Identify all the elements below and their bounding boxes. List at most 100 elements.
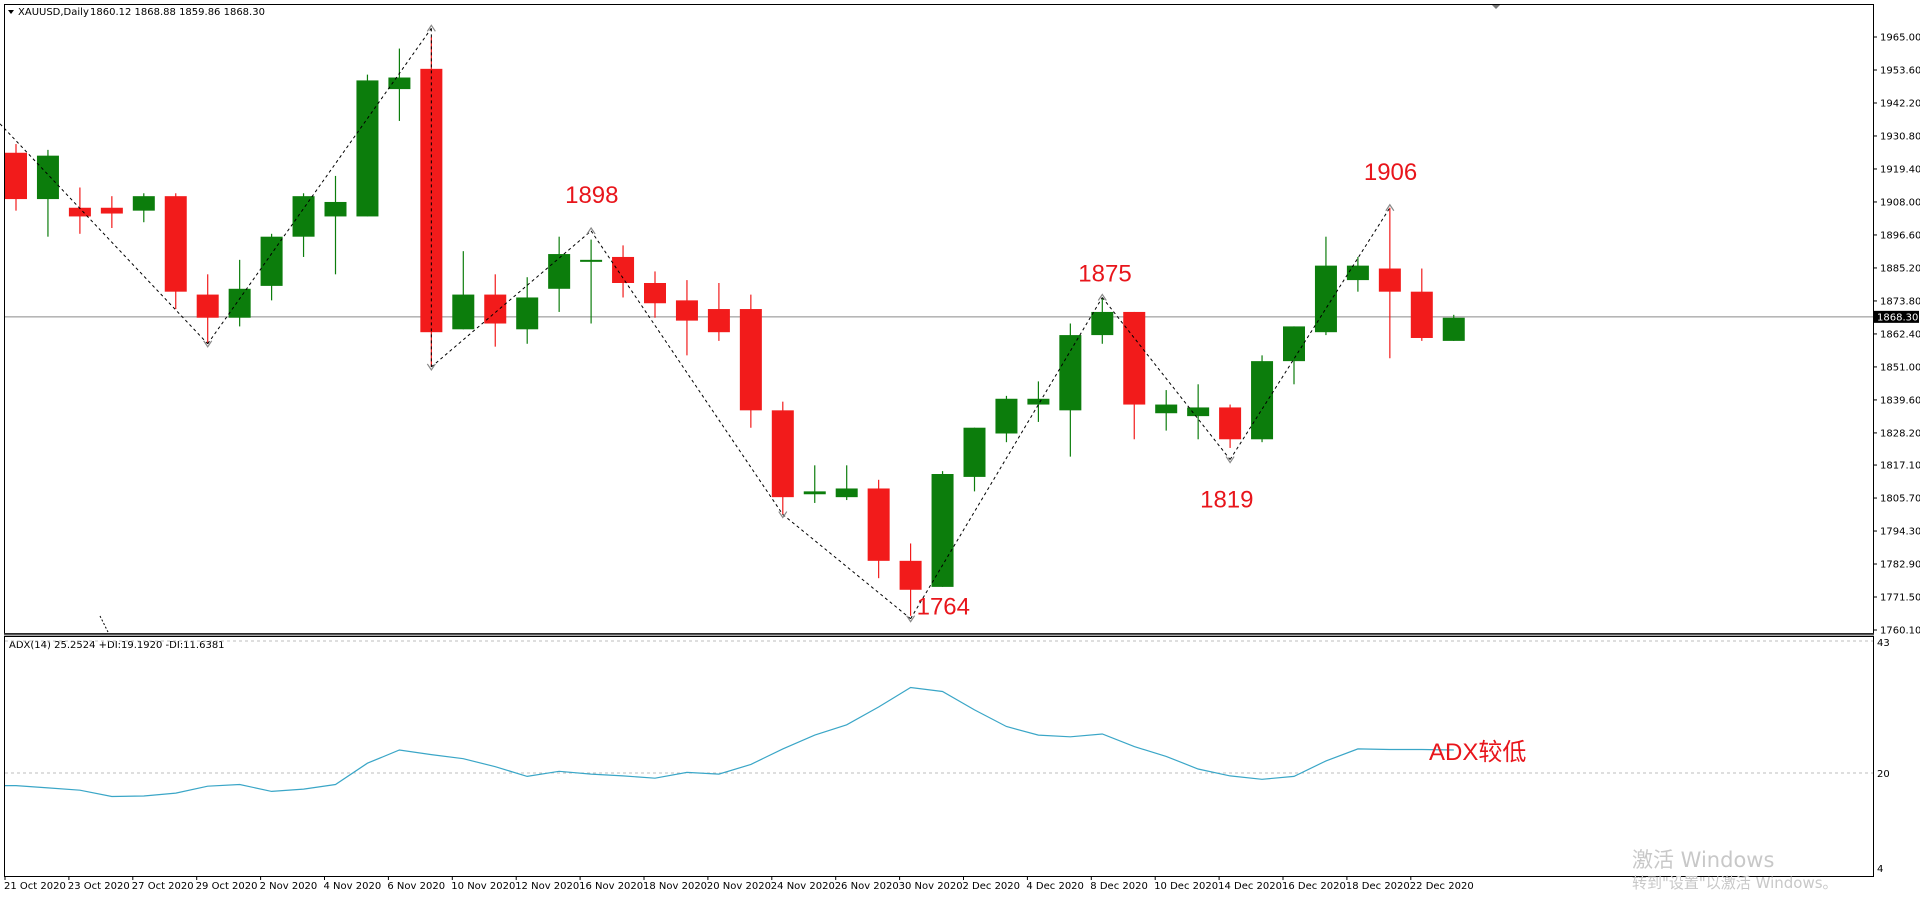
bear-candle bbox=[196, 274, 219, 344]
candle-body bbox=[324, 201, 347, 217]
swing-low-arrow-icon bbox=[778, 511, 788, 519]
swing-low-arrow-icon bbox=[1225, 456, 1235, 464]
bull-candle bbox=[963, 427, 986, 492]
candle-body bbox=[516, 297, 539, 330]
date-label: 4 Dec 2020 bbox=[1026, 881, 1084, 892]
bear-candle bbox=[739, 294, 762, 428]
candle-body bbox=[36, 155, 59, 200]
ohlc-label: 1860.12 1868.88 1859.86 1868.30 bbox=[90, 7, 265, 18]
collapse-arrow-icon[interactable] bbox=[8, 10, 14, 14]
bull-candle bbox=[1283, 326, 1305, 385]
candle-body bbox=[132, 196, 155, 211]
price-annotation: 1906 bbox=[1364, 159, 1417, 186]
candle-body bbox=[1442, 317, 1465, 341]
date-label: 29 Oct 2020 bbox=[196, 881, 258, 892]
candle-body bbox=[1283, 326, 1305, 362]
price-tick-label: 1942.20 bbox=[1880, 98, 1920, 109]
price-tick-label: 1817.10 bbox=[1880, 461, 1920, 472]
bull-candle bbox=[1027, 381, 1050, 422]
candle-body bbox=[100, 207, 123, 214]
bull-candle bbox=[516, 277, 539, 344]
date-label: 30 Nov 2020 bbox=[899, 881, 963, 892]
bull-candle bbox=[1442, 314, 1465, 341]
candle-body bbox=[835, 488, 858, 498]
date-label: 23 Oct 2020 bbox=[68, 881, 130, 892]
date-label: 24 Nov 2020 bbox=[771, 881, 835, 892]
bear-candle bbox=[612, 245, 635, 298]
candle-body bbox=[1378, 268, 1401, 292]
bull-candle bbox=[1091, 297, 1114, 344]
swing-low-arrow-icon bbox=[203, 340, 213, 348]
candle-body bbox=[1187, 407, 1210, 417]
bear-candle bbox=[707, 282, 730, 341]
date-label: 18 Nov 2020 bbox=[643, 881, 707, 892]
candle-body bbox=[420, 68, 443, 333]
adx-label: ADX(14) 25.2524 +DI:19.1920 -DI:11.6381 bbox=[9, 640, 225, 651]
candle-body bbox=[612, 256, 635, 283]
bull-candle bbox=[1346, 256, 1369, 292]
price-tick-label: 1953.60 bbox=[1880, 65, 1920, 76]
candle-body bbox=[803, 491, 826, 495]
shift-marker-icon[interactable] bbox=[1492, 5, 1500, 9]
price-annotation: 1875 bbox=[1078, 260, 1131, 287]
candle-body bbox=[1219, 407, 1242, 440]
date-label: 12 Nov 2020 bbox=[515, 881, 579, 892]
bull-candle bbox=[260, 233, 283, 301]
swing-low-arrow-icon bbox=[426, 363, 436, 372]
bull-candle bbox=[452, 251, 475, 330]
bull-candle bbox=[324, 175, 347, 275]
current-price-line: 1868.30 bbox=[5, 310, 1919, 323]
bull-candle bbox=[36, 149, 59, 237]
watermark-line1: 激活 Windows bbox=[1632, 848, 1774, 872]
bear-candle bbox=[675, 280, 698, 356]
price-tick-label: 1782.90 bbox=[1880, 560, 1920, 571]
candle-body bbox=[196, 294, 219, 318]
price-tick-label: 1965.00 bbox=[1880, 33, 1920, 44]
candle-body bbox=[867, 488, 890, 561]
bull-candle bbox=[1314, 236, 1337, 336]
zigzag-segment bbox=[1229, 207, 1391, 460]
candle-body bbox=[1314, 265, 1337, 333]
candle-body bbox=[1027, 398, 1050, 405]
date-label: 14 Dec 2020 bbox=[1218, 881, 1282, 892]
adx-annotation: ADX较低 bbox=[1429, 739, 1526, 766]
bear-candle bbox=[164, 193, 187, 310]
zigzag-segment bbox=[207, 28, 432, 345]
price-annotation: 1764 bbox=[917, 594, 970, 621]
zigzag-segment bbox=[910, 297, 1103, 619]
date-axis: 21 Oct 2020 23 Oct 2020 27 Oct 2020 29 Oct … bbox=[4, 876, 1474, 892]
bear-candle bbox=[771, 401, 794, 515]
candle-body bbox=[1346, 265, 1369, 281]
bull-candle bbox=[835, 465, 858, 501]
bull-candle bbox=[1059, 323, 1082, 457]
date-label: 10 Dec 2020 bbox=[1154, 881, 1218, 892]
bull-candle bbox=[292, 193, 315, 257]
bull-candle bbox=[803, 465, 826, 503]
bull-candle bbox=[1155, 390, 1178, 431]
price-tick-label: 1908.00 bbox=[1880, 197, 1920, 208]
watermark-line2: 转到"设置"以激活 Windows。 bbox=[1632, 874, 1838, 892]
candle-body bbox=[292, 196, 315, 237]
bull-candle bbox=[1187, 384, 1210, 440]
candle-body bbox=[899, 560, 922, 590]
candle-body bbox=[739, 309, 762, 411]
date-label: 27 Oct 2020 bbox=[132, 881, 194, 892]
date-label: 6 Nov 2020 bbox=[387, 881, 445, 892]
price-tick-label: 1771.50 bbox=[1880, 593, 1920, 604]
bear-candle bbox=[899, 543, 922, 616]
bear-candle bbox=[1123, 311, 1146, 440]
candle-body bbox=[1251, 361, 1274, 440]
bear-candle bbox=[867, 479, 890, 579]
adx-scale-bottom: 4 bbox=[1877, 864, 1883, 875]
candle-body bbox=[452, 294, 475, 330]
bear-candle bbox=[644, 271, 666, 318]
bull-candle bbox=[1251, 355, 1274, 443]
date-label: 16 Dec 2020 bbox=[1282, 881, 1346, 892]
bear-candle bbox=[100, 196, 123, 229]
date-label: 26 Nov 2020 bbox=[835, 881, 899, 892]
bull-candle bbox=[580, 239, 603, 324]
zigzag-segment bbox=[0, 123, 209, 345]
swing-high-arrow-icon bbox=[426, 24, 436, 32]
candle-body bbox=[675, 300, 698, 321]
zigzag-series bbox=[0, 24, 1395, 623]
